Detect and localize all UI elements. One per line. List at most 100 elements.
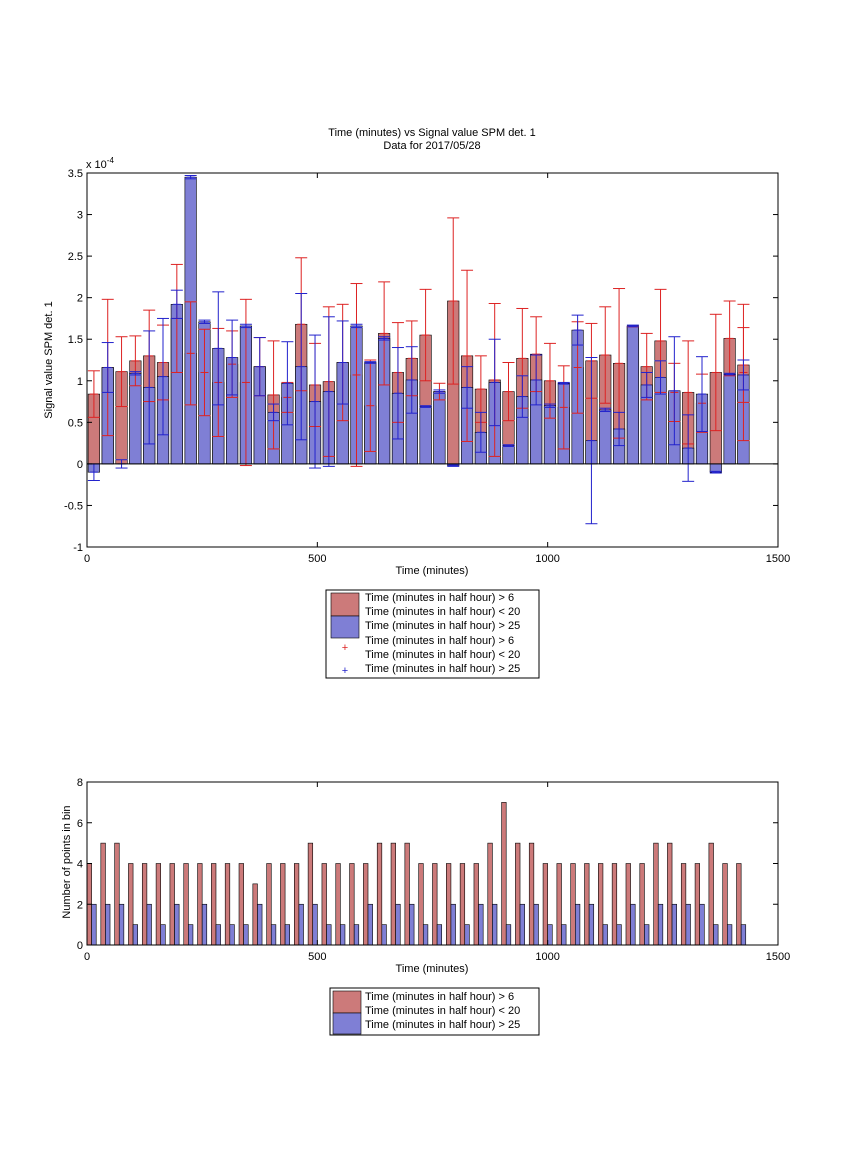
legend-marker-red: + <box>342 642 348 654</box>
top-ytick-label-3: 0 <box>77 459 83 471</box>
bottom-bar-s2-3 <box>118 903 125 946</box>
bottom-bar-s2-39 <box>616 924 622 946</box>
bottom-bar-s2-20 <box>353 924 360 946</box>
top-legend-box <box>325 589 540 679</box>
bottom-bar-s1-35 <box>556 863 562 946</box>
bottom-bar-s1-7 <box>169 863 175 946</box>
top-chart-title: Time (minutes) vs Signal value SPM det. … <box>328 127 535 139</box>
bottom-y-ticks: 0 2 4 6 8 <box>77 777 778 952</box>
bottom-bar-s2-37 <box>588 903 595 946</box>
top-x-axis-label: Time (minutes) <box>396 565 469 577</box>
bottom-bar-s1-47 <box>722 863 728 946</box>
bottom-bar-s2-17 <box>312 903 318 946</box>
bottom-bar-s2-5 <box>146 903 152 946</box>
bottom-bar-s1-26 <box>432 863 438 946</box>
bottom-legend-swatch-blue <box>332 1012 362 1035</box>
bottom-bar-s1-46 <box>708 842 714 946</box>
bottom-ytick-label-5: 8 <box>77 777 83 789</box>
bottom-bar-s1-28 <box>459 863 466 946</box>
bottom-bar-s2-6 <box>160 924 166 946</box>
top-bar-s2-26 <box>129 372 142 465</box>
bottom-bar-s1-9 <box>197 863 203 946</box>
bottom-bar-s1-41 <box>639 863 645 946</box>
top-y-axis-label: Signal value SPM det. 1 <box>43 301 55 418</box>
top-bar-s2-13 <box>419 406 432 465</box>
bottom-bars-group <box>86 802 747 946</box>
bottom-bar-s1-12 <box>238 863 244 946</box>
bottom-bar-s2-47 <box>727 924 733 946</box>
bottom-xtick-label-3: 1000 <box>535 951 559 963</box>
bottom-bar-s2-10 <box>215 924 221 946</box>
top-legend-entry-2: Time (minutes in half hour) < 20 <box>365 606 520 618</box>
bottom-bar-s2-28 <box>464 924 470 946</box>
bottom-bar-s1-17 <box>307 842 314 946</box>
bottom-xtick-label-4: 1500 <box>766 951 790 963</box>
top-bar-s2-43 <box>599 409 612 465</box>
bottom-bar-s1-32 <box>515 842 521 946</box>
bottom-bar-s1-40 <box>625 863 631 946</box>
top-xtick-label-1: 0 <box>84 553 90 565</box>
top-ytick-label-1: -1 <box>73 542 83 554</box>
top-legend: Time (minutes in half hour) > 6 Time (mi… <box>325 589 540 679</box>
top-ytick-label-2: -0.5 <box>64 500 83 512</box>
bottom-bar-s2-19 <box>340 924 346 946</box>
bottom-bar-s1-23 <box>390 842 396 946</box>
bottom-bar-s2-32 <box>519 903 525 946</box>
bottom-bar-s1-15 <box>280 863 286 946</box>
top-legend-entry-6: Time (minutes in half hour) > 25 <box>365 663 520 675</box>
bottom-legend: Time (minutes in half hour) > 6 Time (mi… <box>329 987 540 1036</box>
bottom-bar-s1-45 <box>694 863 700 946</box>
bottom-bar-s2-18 <box>326 924 332 946</box>
top-ytick-label-7: 2 <box>77 293 83 305</box>
top-ytick-label-6: 1.5 <box>68 334 83 346</box>
top-ytick-label-4: 0.5 <box>68 417 83 429</box>
top-ytick-label-9: 3 <box>77 210 83 222</box>
top-bar-s2-24 <box>723 373 736 465</box>
bottom-bar-s2-41 <box>644 924 650 946</box>
bottom-xtick-label-1: 0 <box>84 951 90 963</box>
bottom-bar-s2-44 <box>685 903 691 946</box>
bottom-bar-s1-44 <box>680 863 687 946</box>
bottom-bar-s2-11 <box>229 924 235 946</box>
bottom-bar-s1-16 <box>293 863 300 946</box>
bottom-bar-s1-8 <box>183 863 189 946</box>
bottom-bar-s1-38 <box>598 863 604 946</box>
bottom-bar-s1-48 <box>736 863 742 946</box>
bottom-bar-s2-22 <box>381 924 387 946</box>
bottom-ytick-label-4: 6 <box>77 818 83 830</box>
bottom-bar-s1-19 <box>335 863 341 946</box>
bottom-bar-s1-31 <box>501 802 507 946</box>
bottom-bar-s1-2 <box>100 842 106 946</box>
bottom-y-axis-label: Number of points in bin <box>61 805 73 918</box>
bottom-bar-s2-30 <box>492 903 498 946</box>
bottom-bar-s2-29 <box>478 903 484 946</box>
bottom-bar-s2-46 <box>713 924 719 946</box>
bottom-bar-s2-15 <box>284 924 290 946</box>
bottom-bar-s2-45 <box>699 903 705 946</box>
bottom-bar-s1-20 <box>349 863 355 946</box>
bottom-bar-s2-4 <box>132 924 138 946</box>
bottom-bar-s1-10 <box>211 863 217 946</box>
top-exponent-label: x 10-4 <box>86 156 114 171</box>
top-xtick-label-3: 1000 <box>535 553 559 565</box>
top-chart-subtitle: Data for 2017/05/28 <box>383 140 480 152</box>
bottom-bar-s1-43 <box>667 842 673 946</box>
bottom-bar-s1-42 <box>653 842 659 946</box>
bottom-bar-s1-30 <box>487 842 493 946</box>
bottom-bar-s2-8 <box>188 924 194 946</box>
bottom-bar-s1-39 <box>611 863 618 946</box>
bottom-bar-s2-33 <box>533 903 539 946</box>
bottom-legend-entry-1: Time (minutes in half hour) > 6 <box>365 991 514 1003</box>
bottom-bar-s1-36 <box>570 863 576 946</box>
bottom-bar-s1-33 <box>528 842 535 946</box>
bottom-xtick-label-2: 500 <box>308 951 326 963</box>
bottom-bar-s1-22 <box>376 842 383 946</box>
top-bar-s2-37 <box>433 391 446 465</box>
bottom-x-axis-label: Time (minutes) <box>396 963 469 975</box>
bottom-bar-s1-34 <box>542 863 548 946</box>
bottom-bar-s2-25 <box>422 924 429 946</box>
bottom-bar-s1-29 <box>473 863 479 946</box>
bottom-bar-s2-9 <box>201 903 208 946</box>
bottom-legend-box <box>329 987 540 1036</box>
